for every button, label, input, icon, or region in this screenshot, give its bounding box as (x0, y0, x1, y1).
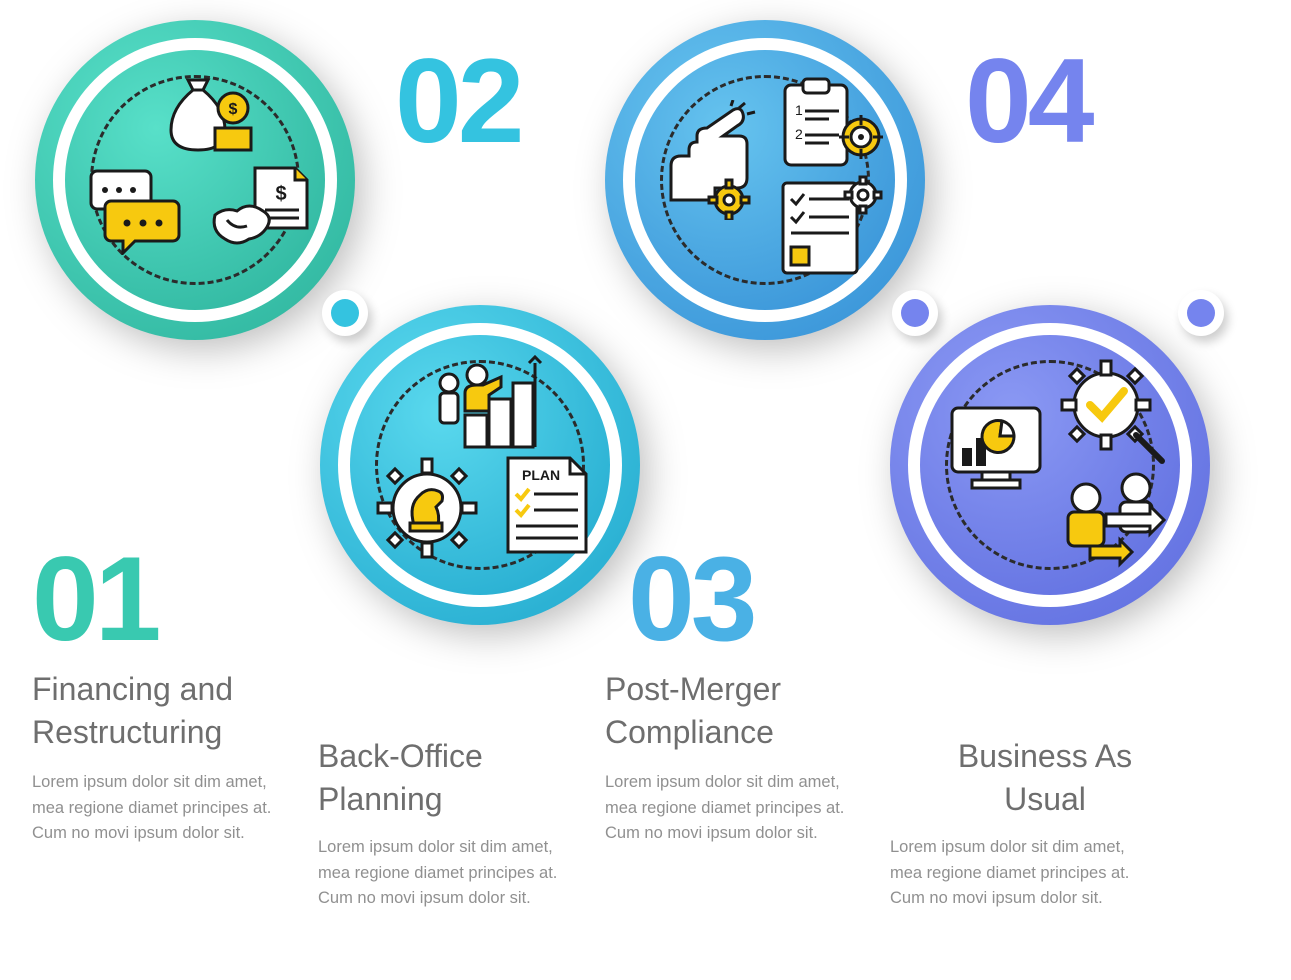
checklist-gear-icon (775, 175, 885, 280)
step-2-title: Back-Office Planning (318, 735, 578, 821)
step-1-alt-number: 02 (395, 32, 520, 170)
step-4-title: Business As Usual (935, 735, 1155, 821)
gear-check-icon (1058, 357, 1173, 467)
step-1-body: Lorem ipsum dolor sit dim amet, mea regi… (32, 770, 292, 847)
step-4-circle (890, 305, 1210, 625)
plan-checklist-icon: PLAN (500, 450, 595, 560)
step-2-body: Lorem ipsum dolor sit dim amet, mea regi… (318, 835, 578, 912)
chess-gear-icon (372, 453, 482, 563)
people-arrow-icon (1050, 470, 1170, 570)
connector-dot-2 (892, 290, 938, 336)
chat-bubbles-icon (85, 165, 185, 255)
people-chart-icon (425, 355, 545, 455)
svg-text:$: $ (229, 101, 238, 118)
step-3-number: 03 (628, 530, 753, 668)
connector-dot-3 (1178, 290, 1224, 336)
monitor-chart-icon (944, 400, 1054, 500)
svg-text:2: 2 (795, 126, 803, 142)
step-1-title: Financing and Restructuring (32, 668, 292, 754)
handshake-dollar-icon: $ (205, 160, 315, 260)
clipboard-target-icon: 1 2 (775, 75, 885, 175)
step-3-title: Post-Merger Compliance (605, 668, 865, 754)
step-3-circle: 1 2 (605, 20, 925, 340)
step-1-number: 01 (32, 530, 157, 668)
svg-text:$: $ (275, 183, 286, 205)
svg-text:PLAN: PLAN (522, 467, 560, 483)
step-2-circle: PLAN (320, 305, 640, 625)
step-3-body: Lorem ipsum dolor sit dim amet, mea regi… (605, 770, 865, 847)
pointing-hand-gear-icon (661, 100, 776, 220)
money-bag-icon: $ (153, 68, 263, 163)
step-4-body: Lorem ipsum dolor sit dim amet, mea regi… (890, 835, 1150, 912)
step-1-circle: $ $ (35, 20, 355, 340)
svg-text:1: 1 (795, 102, 803, 118)
connector-dot-1 (322, 290, 368, 336)
step-3-alt-number: 04 (965, 32, 1090, 170)
